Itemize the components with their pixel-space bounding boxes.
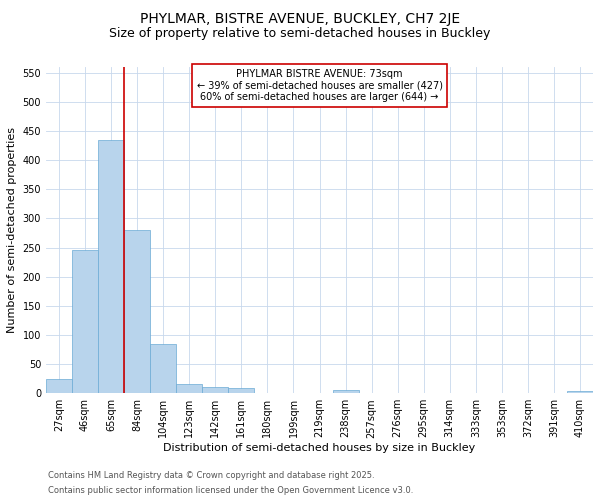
Text: Contains public sector information licensed under the Open Government Licence v3: Contains public sector information licen…	[48, 486, 413, 495]
X-axis label: Distribution of semi-detached houses by size in Buckley: Distribution of semi-detached houses by …	[163, 443, 476, 453]
Text: Size of property relative to semi-detached houses in Buckley: Size of property relative to semi-detach…	[109, 28, 491, 40]
Bar	[124, 230, 150, 393]
Bar	[150, 344, 176, 393]
Bar	[46, 378, 72, 393]
Y-axis label: Number of semi-detached properties: Number of semi-detached properties	[7, 127, 17, 333]
Bar	[98, 140, 124, 393]
Bar	[229, 388, 254, 393]
Text: Contains HM Land Registry data © Crown copyright and database right 2025.: Contains HM Land Registry data © Crown c…	[48, 471, 374, 480]
Bar	[72, 250, 98, 393]
Bar	[202, 388, 229, 393]
Text: PHYLMAR BISTRE AVENUE: 73sqm
← 39% of semi-detached houses are smaller (427)
60%: PHYLMAR BISTRE AVENUE: 73sqm ← 39% of se…	[197, 68, 443, 102]
Bar	[332, 390, 359, 393]
Bar	[567, 392, 593, 393]
Bar	[176, 384, 202, 393]
Text: PHYLMAR, BISTRE AVENUE, BUCKLEY, CH7 2JE: PHYLMAR, BISTRE AVENUE, BUCKLEY, CH7 2JE	[140, 12, 460, 26]
